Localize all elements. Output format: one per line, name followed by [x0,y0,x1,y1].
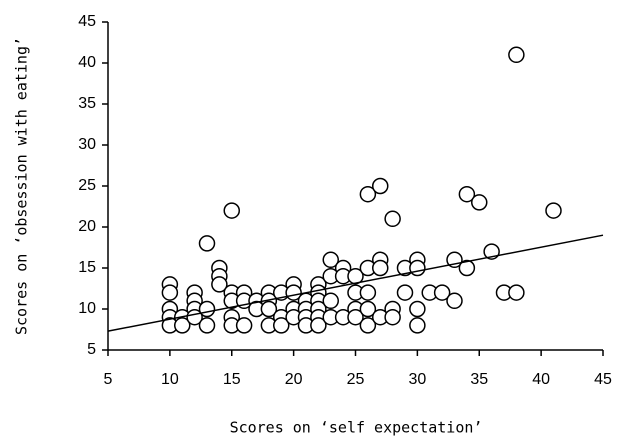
point [322,251,339,269]
y-tick-label: 5 [87,341,96,358]
x-tick-label: 25 [347,371,365,388]
point [174,317,191,334]
point [409,317,426,334]
y-tick-label: 20 [78,218,96,235]
trendline [107,234,604,332]
point [508,284,525,301]
point [409,259,426,277]
point [198,317,216,334]
x-axis-label: Scores on ‘self expectation’ [230,419,483,437]
point [359,317,377,334]
point [409,300,426,318]
point [161,284,179,301]
point [458,185,476,203]
y-tick-label: 40 [78,54,96,71]
point [396,284,414,301]
point [322,292,339,310]
point [310,317,327,334]
point [198,235,216,252]
x-tick-label: 15 [223,371,241,388]
x-tick-label: 10 [161,371,179,388]
point [372,259,389,277]
x-tick-label: 40 [532,371,550,388]
y-tick-label: 30 [78,136,96,153]
point [347,308,364,326]
point [384,308,401,326]
y-tick-label: 45 [78,13,96,30]
x-tick-label: 20 [285,371,303,388]
x-tick-label: 5 [104,371,113,388]
point [433,284,451,301]
x-tick-label: 35 [470,371,488,388]
point [359,185,377,203]
point [471,194,488,211]
point [372,177,389,195]
point [273,317,290,334]
point [359,284,377,301]
point [198,300,216,318]
y-tick-label: 10 [78,300,96,317]
x-tick-label: 45 [594,371,612,388]
point [446,292,463,310]
point [458,259,476,277]
point [235,317,253,334]
x-tick-label: 30 [408,371,426,388]
y-axis-label: Scores on ‘obsession with eating’ [13,37,31,335]
point [359,300,377,318]
point [508,46,525,64]
y-tick-label: 35 [78,95,96,112]
point [545,202,562,219]
point [211,276,228,293]
y-tick-label: 25 [78,177,96,194]
point [260,300,278,318]
point [223,202,240,219]
point [384,210,401,228]
y-tick-label: 15 [78,259,96,276]
